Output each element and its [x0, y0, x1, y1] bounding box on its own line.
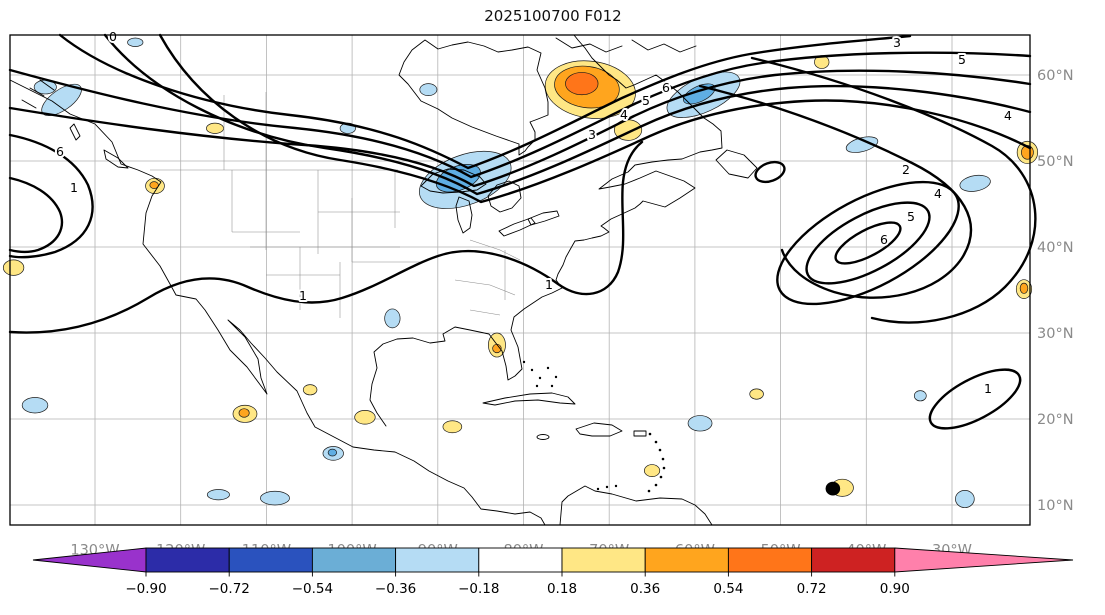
anomaly-patch-neg1 — [913, 390, 927, 402]
contour-label: 2 — [902, 162, 910, 177]
anomaly-patch-pos3 — [565, 72, 599, 96]
colorbar-tick-label: −0.90 — [125, 581, 166, 597]
contour-label: 4 — [1004, 108, 1012, 123]
colorbar-tick-label: 0.18 — [547, 581, 577, 597]
contour-label: 6 — [880, 232, 888, 247]
lake-michigan-path — [455, 196, 473, 234]
colorbar-tick-label: −0.54 — [292, 581, 333, 597]
y-tick-label: 30°N — [1037, 326, 1074, 342]
anomaly-patch-neg1 — [206, 489, 230, 501]
hispaniola-path — [575, 422, 623, 437]
contour-label: 1 — [984, 381, 992, 396]
puerto-rico-path — [633, 430, 647, 437]
y-tick-label: 40°N — [1037, 240, 1074, 256]
colorbar-tick-label: 0.90 — [880, 581, 910, 597]
anomaly-patch-pos1 — [749, 388, 764, 400]
graticule — [10, 35, 1030, 525]
anomaly-patch-pos1 — [643, 464, 661, 477]
political-borders — [150, 92, 521, 318]
anomaly-patch-neg1 — [687, 415, 713, 432]
contour-label: 1 — [70, 180, 78, 195]
anomaly-patch-pos1 — [302, 384, 318, 396]
chart-title: 2025100700 F012 — [484, 7, 621, 25]
colorbar-segment — [478, 547, 563, 573]
anomaly-patch-neg1 — [959, 174, 991, 192]
contour-label: 5 — [642, 93, 650, 108]
contour-label: 3 — [893, 35, 901, 50]
black-marker-dot — [825, 481, 841, 496]
anomaly-patch-pos2 — [238, 408, 250, 418]
arctic-coast-fragment — [555, 37, 623, 53]
caribbean-islands — [482, 360, 666, 493]
y-tick-label: 10°N — [1037, 498, 1074, 514]
colorbar-segment — [727, 547, 813, 573]
map-frame — [9, 34, 1031, 526]
y-tick-label: 60°N — [1037, 68, 1074, 84]
anomaly-patch-neg1 — [127, 37, 144, 47]
coastline — [9, 34, 758, 526]
cuba-path — [482, 392, 576, 406]
contour-label: 1 — [545, 277, 553, 292]
anomaly-patch-neg1 — [260, 490, 290, 506]
contour-label: 0 — [109, 29, 117, 44]
bahamas-dots — [522, 360, 558, 388]
contour-label: 4 — [620, 107, 628, 122]
anomaly-patch-pos2 — [1019, 282, 1029, 294]
contour-label: 5 — [958, 52, 966, 67]
geography-layer — [9, 34, 758, 526]
contour-label: 3 — [588, 127, 596, 142]
colorbar-tick-label: −0.18 — [458, 581, 499, 597]
colorbar-tick-label: 0.54 — [713, 581, 743, 597]
contour-label: 4 — [934, 186, 942, 201]
colorbar-tick-label: 0.36 — [630, 581, 660, 597]
anomaly-shading — [2, 37, 1039, 508]
jamaica-path — [536, 434, 550, 440]
contour-label: 1 — [299, 288, 307, 303]
colorbar: −0.90 −0.72 −0.54 −0.36 −0.18 0.18 0.36 0.54 0.7… — [32, 547, 1074, 597]
anomaly-patch-pos2 — [149, 181, 159, 189]
lake-huron-path — [487, 180, 522, 213]
anomaly-patch-neg1 — [21, 397, 49, 414]
anomaly-patch-neg1 — [955, 490, 975, 508]
anomaly-patch-neg1 — [419, 83, 438, 96]
axis-tick-labels: 130°W120°W110°W100°W90°W80°W70°W60°W50°W… — [70, 68, 1073, 559]
anomaly-patch-neg2 — [327, 448, 338, 457]
lake-ontario-path — [527, 210, 560, 226]
colorbar-segment — [811, 547, 896, 573]
colorbar-segment — [311, 547, 397, 573]
anomaly-patch-neg1 — [384, 308, 401, 329]
anomaly-patch-pos1 — [354, 410, 376, 425]
anomaly-patch-pos1 — [2, 259, 25, 276]
colorbar-tick-label: −0.72 — [209, 581, 250, 597]
hudson-bay-path — [398, 39, 549, 156]
contour-label: 6 — [56, 144, 64, 159]
colorbar-segment — [561, 547, 646, 573]
atlantic-gulf-coast-path — [369, 34, 723, 427]
south-america-coast-path — [559, 485, 713, 526]
colorbar-tick-label: −0.36 — [375, 581, 416, 597]
contour-label: 6 — [662, 80, 670, 95]
antilles-dots — [596, 432, 666, 493]
colorbar-segment — [228, 547, 313, 573]
newfoundland-path — [715, 149, 758, 179]
colorbar-segment — [145, 547, 230, 573]
colorbar-segment — [644, 547, 729, 573]
arctic-coast-fragment — [631, 39, 697, 53]
colorbar-tick-label: 0.72 — [797, 581, 827, 597]
lake-erie-path — [498, 217, 536, 237]
colorbar-arrow-right — [894, 547, 1074, 573]
contour-label: 5 — [907, 209, 915, 224]
anomaly-patch-pos1 — [442, 420, 463, 434]
y-tick-label: 50°N — [1037, 154, 1074, 170]
y-tick-label: 20°N — [1037, 412, 1074, 428]
colorbar-segment — [395, 547, 480, 573]
anomaly-patch-pos1 — [206, 122, 224, 134]
vancouver-island-path — [103, 149, 129, 169]
pacific-coast-path — [9, 79, 546, 526]
